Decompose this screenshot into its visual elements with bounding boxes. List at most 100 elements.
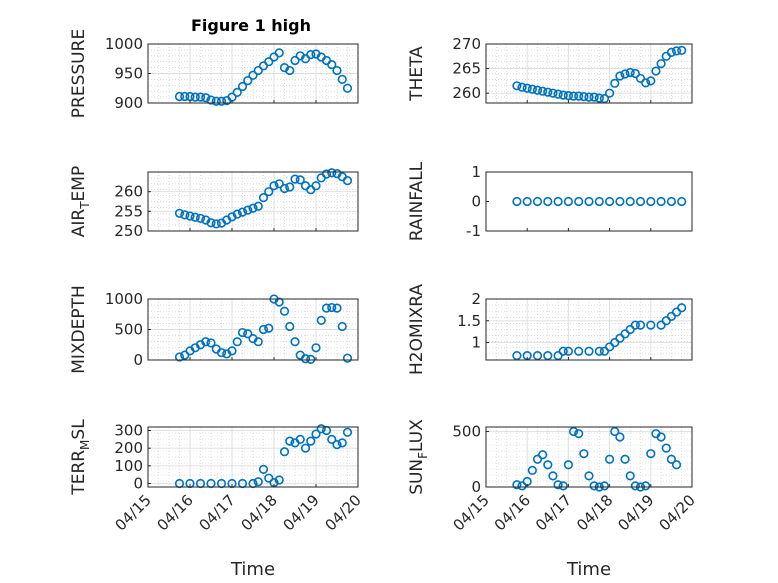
axes-r0-right-data-point-22 (625, 67, 635, 78)
axes-r1-right-data-point-4 (553, 196, 563, 207)
axes-r2-left-data-point-16 (258, 324, 269, 335)
axes-r2-left-data-point-21 (285, 321, 295, 332)
axes-r3-left-data-point-10 (264, 473, 274, 483)
axes-r2-left-data-point-10 (227, 346, 237, 356)
axes-r0-right-data-point-21 (620, 69, 630, 79)
axes-r0-left-ylabel: PRESSURE (69, 29, 89, 118)
axes-r2-right-data-point-9 (594, 346, 604, 356)
axes-r3-right-data-point-7 (548, 471, 558, 481)
axes-r3-left-xlabel: Time (230, 559, 275, 580)
axes-r1-right-data-point-2 (532, 196, 543, 207)
axes-r0-right-data-point-16 (594, 93, 604, 103)
axes-r2-left-ylabel: MIXDEPTH (69, 285, 89, 374)
axes-r3-right-data-point-1 (517, 481, 527, 491)
axes-r3-right-data-point-14 (584, 471, 594, 481)
axes-r3-left-ylabel-rest: SL (69, 419, 89, 440)
axes-r1-left-data-point-20 (279, 183, 290, 194)
axes-r3-right-data-point-23 (630, 481, 640, 491)
axes-r3-right-data-point-0 (512, 480, 522, 490)
axes-r1-left-data-point-11 (232, 209, 242, 219)
axes-r0-right-data-point-18 (604, 88, 615, 98)
axes-r3-right-data-point-4 (532, 454, 543, 464)
axes-r3-right-data-point-19 (610, 426, 620, 437)
axes-r0-right-data-point-13 (579, 92, 589, 102)
axes-r3-left-ytick-label: 300 (114, 422, 143, 440)
axes-r3-right-data-point-9 (558, 481, 568, 491)
axes-r1-right-ytick-label: -1 (466, 222, 481, 240)
axes-r1-left-ylabel-rest: EMP (69, 166, 89, 202)
axes-r1-left-data-point-13 (243, 205, 253, 215)
axes-r0-right-data-point-30 (666, 47, 677, 57)
axes-r3-right-data-point-5 (538, 450, 548, 460)
axes-r1-left-ylabel-main: AIR (69, 209, 89, 238)
axes-r1-right-ytick-label: 1 (471, 163, 481, 181)
axes-r0-left-data-point-1 (180, 91, 190, 102)
axes-r2-left-data-point-28 (321, 303, 332, 313)
axes-r0-right-data-point-24 (635, 73, 646, 84)
axes-r3-left-data-point-18 (306, 436, 316, 446)
axes-r2-right-ytick-label: 2 (471, 290, 481, 308)
axes-r0-left-data-point-17 (264, 57, 274, 67)
axes-r3-left-data-point-20 (316, 424, 326, 434)
axes-r1-left-data-point-12 (237, 207, 248, 217)
axes-r1-left-data-point-7 (211, 219, 221, 229)
axes-r0-right-data-point-20 (615, 71, 625, 81)
axes-r1-right-background (486, 172, 692, 231)
axes-r2-left-data-point-24 (300, 354, 311, 364)
axes-r3-left-box (147, 426, 359, 488)
axes-r3-left-data-point-17 (300, 443, 311, 453)
axes-r0-left-data-point-32 (342, 83, 353, 93)
axes-r2-left-data-point-25 (306, 354, 316, 364)
axes-r1-left-data-point-14 (248, 203, 258, 213)
axes-r2-right-data-point-6 (563, 346, 574, 356)
axes-r3-right-data-point-31 (671, 460, 682, 470)
axes-r2-left-data-point-8 (216, 348, 227, 358)
axes-r1-right-data-point-1 (522, 196, 532, 207)
axes-r0-left-data-point-30 (332, 65, 342, 76)
axes-r2-left-data-point-12 (237, 327, 248, 338)
axes-r3-left-ytick-label: 100 (114, 457, 143, 475)
axes-r3-right-data-point-30 (666, 454, 677, 464)
axes-r3-right-data-point-18 (604, 454, 615, 464)
axes-r3-right-data-point-20 (615, 432, 625, 442)
axes-r3-right-ytick-label: 0 (471, 478, 481, 496)
axes-r1-left-data-point-2 (185, 211, 195, 221)
axes-r0-right-data-point-25 (641, 78, 651, 88)
axes-r0-left-ytick-label: 950 (114, 65, 143, 83)
axes-r0-right-data-point-19 (610, 78, 620, 88)
axes-r0-right-data-point-2 (522, 83, 532, 93)
axes-r0-right-data-point-3 (527, 84, 537, 94)
axes-r3-right-data-point-26 (646, 449, 656, 459)
axes-r1-left-data-point-23 (295, 175, 305, 185)
axes-r0-left-data-point-31 (337, 74, 347, 84)
axes-r2-left-data-point-31 (337, 321, 347, 332)
axes-r1-right-ylabel: RAINFALL (407, 161, 427, 241)
axes-r0-left-ytick-label: 900 (114, 94, 143, 112)
axes-r3-right-ylabel-main: SUN (407, 459, 427, 495)
axes-r3-right-data-point-3 (527, 465, 537, 475)
axes-r1-left-data-point-16 (258, 192, 269, 203)
axes-r2-left-data-point-5 (201, 337, 211, 347)
axes-r0-left-data-point-7 (211, 96, 221, 106)
axes-r2-right-data-point-17 (635, 320, 646, 330)
axes-r2-left-data-point-20 (279, 306, 290, 316)
axes-r0-right-ylabel: THETA (407, 46, 427, 102)
axes-r3-left-data-point-8 (253, 477, 263, 487)
axes-r0-right-data-point-14 (584, 92, 594, 102)
axes-r2-left-data-point-27 (316, 315, 326, 325)
axes-r1-right-data-point-13 (646, 196, 656, 207)
axes-r3-right-data-point-25 (641, 481, 651, 491)
axes-r2-right-ytick-label: 1 (471, 334, 481, 352)
axes-r2-left-data-point-26 (311, 343, 321, 353)
axes-r3-left-data-point-13 (279, 447, 290, 457)
axes-r0-right-box (485, 43, 693, 104)
axes-r1-left-ylabel: AIRTEMP (69, 166, 92, 237)
axes-r0-right-data-point-32 (677, 45, 687, 55)
axes-r3-right-data-point-28 (656, 432, 666, 442)
axes-r3-right-data-point-22 (625, 471, 635, 481)
axes-r2-right-ytick-label: 1.5 (457, 312, 481, 330)
axes-r3-left-data-point-24 (337, 438, 347, 448)
axes-r1-right-data-point-3 (543, 196, 553, 207)
axes-r0-right-data-point-1 (517, 82, 527, 92)
axes-r2-left-data-point-0 (174, 352, 185, 362)
